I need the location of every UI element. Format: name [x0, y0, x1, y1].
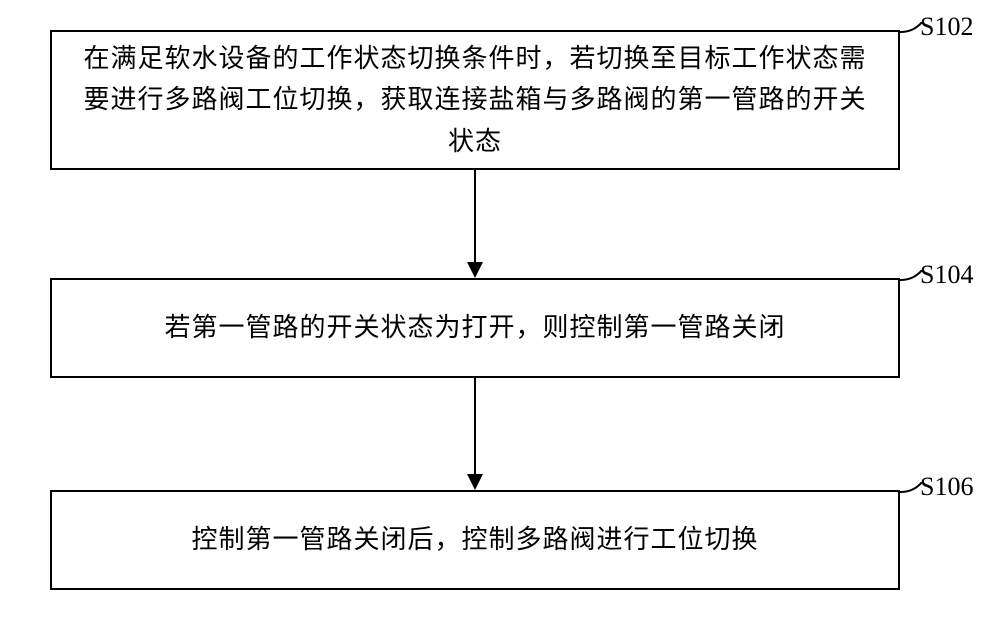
step-s104-text: 若第一管路的开关状态为打开，则控制第一管路关闭 — [164, 307, 785, 349]
hook-connector-s102 — [900, 22, 936, 40]
step-s102-text: 在满足软水设备的工作状态切换条件时，若切换至目标工作状态需要进行多路阀工位切换，… — [72, 38, 878, 163]
flowchart-step-s104: 若第一管路的开关状态为打开，则控制第一管路关闭 — [50, 278, 900, 378]
flowchart-step-s106: 控制第一管路关闭后，控制多路阀进行工位切换 — [50, 490, 900, 590]
step-s106-text: 控制第一管路关闭后，控制多路阀进行工位切换 — [191, 519, 758, 561]
hook-connector-s104 — [900, 270, 936, 288]
flowchart-arrow-2 — [463, 378, 487, 490]
flowchart-step-s102: 在满足软水设备的工作状态切换条件时，若切换至目标工作状态需要进行多路阀工位切换，… — [50, 30, 900, 170]
flowchart-arrow-1 — [463, 170, 487, 278]
hook-connector-s106 — [900, 482, 936, 500]
